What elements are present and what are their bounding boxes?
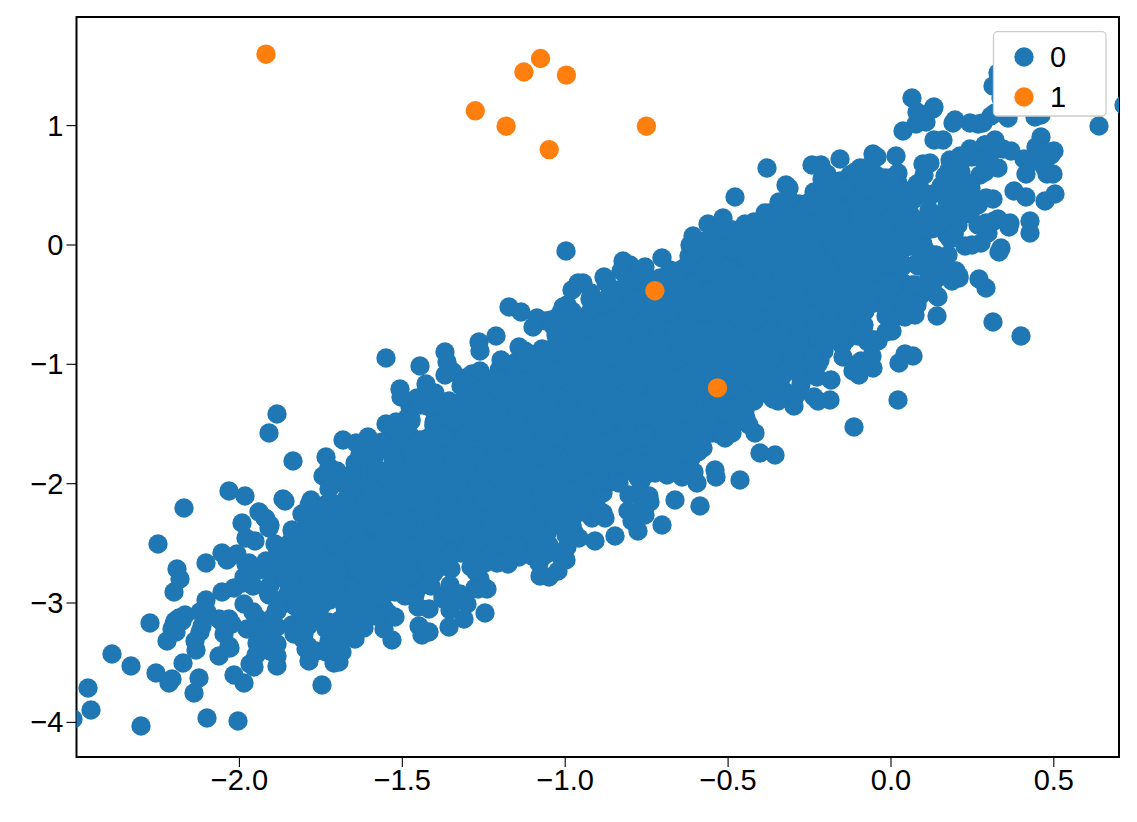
svg-text:−2.0: −2.0 — [211, 764, 268, 796]
svg-text:−1: −1 — [30, 348, 63, 380]
svg-text:−0.5: −0.5 — [699, 764, 756, 796]
svg-text:1: 1 — [47, 110, 63, 142]
svg-text:1: 1 — [1050, 81, 1066, 113]
svg-text:0: 0 — [47, 229, 63, 261]
svg-text:−2: −2 — [30, 468, 63, 500]
svg-text:−1.5: −1.5 — [374, 764, 431, 796]
svg-text:−4: −4 — [30, 706, 63, 738]
svg-text:0.5: 0.5 — [1034, 764, 1074, 796]
svg-text:0: 0 — [1050, 41, 1066, 73]
svg-text:0.0: 0.0 — [871, 764, 911, 796]
svg-text:−3: −3 — [30, 587, 63, 619]
svg-text:−1.0: −1.0 — [537, 764, 594, 796]
